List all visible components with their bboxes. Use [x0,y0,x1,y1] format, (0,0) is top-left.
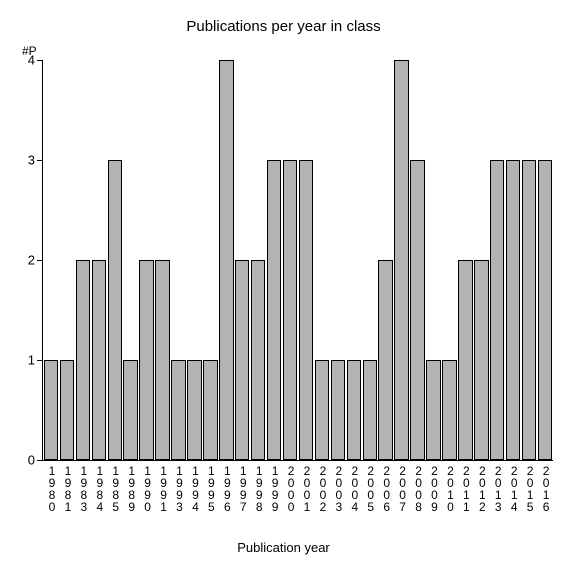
bar [299,160,313,460]
x-tick-label: 2006 [379,460,393,512]
x-tick-label: 2002 [315,460,329,512]
bar [155,260,169,460]
x-tick-label: 1994 [187,460,201,512]
publications-bar-chart: Publications per year in class #P 012341… [0,0,567,567]
bar [76,260,90,460]
bar [171,360,185,460]
y-tick [37,160,43,161]
bar [139,260,153,460]
bar [490,160,504,460]
chart-title: Publications per year in class [0,18,567,35]
x-tick-label: 2011 [458,460,472,512]
x-tick-label: 1980 [44,460,58,512]
bar [235,260,249,460]
y-tick [37,60,43,61]
bar [331,360,345,460]
bar [538,160,552,460]
x-tick-label: 2013 [490,460,504,512]
y-tick [37,260,43,261]
bar [506,160,520,460]
bar [442,360,456,460]
bar [283,160,297,460]
x-tick-label: 2003 [331,460,345,512]
x-tick-label: 2004 [347,460,361,512]
bars-group [43,60,553,460]
bar [347,360,361,460]
x-tick-label: 2008 [411,460,425,512]
x-tick-label: 2012 [474,460,488,512]
bar [219,60,233,460]
x-tick-label: 1993 [171,460,185,512]
bar [60,360,74,460]
y-tick-label: 2 [21,253,35,268]
x-tick-label: 1991 [156,460,170,512]
x-tick-label: 2014 [506,460,520,512]
bar [267,160,281,460]
x-tick-label: 1990 [140,460,154,512]
x-tick-label: 1995 [203,460,217,512]
bar [44,360,58,460]
bar [410,160,424,460]
bar [251,260,265,460]
bar [315,360,329,460]
bar [187,360,201,460]
x-tick-label: 2001 [299,460,313,512]
plot-area: 0123419801981198319841985198919901991199… [42,60,553,461]
bar [426,360,440,460]
x-tick-label: 2010 [442,460,456,512]
bar [474,260,488,460]
bar [458,260,472,460]
bar [123,360,137,460]
x-tick-label: 2000 [283,460,297,512]
x-tick-label: 2015 [522,460,536,512]
y-tick-label: 4 [21,53,35,68]
x-tick-label: 1981 [60,460,74,512]
x-tick-label: 1997 [235,460,249,512]
x-tick-label: 1983 [76,460,90,512]
x-axis-label: Publication year [0,540,567,555]
x-tick-label: 2016 [538,460,552,512]
bar [522,160,536,460]
y-tick-label: 1 [21,353,35,368]
x-tick-label: 2007 [395,460,409,512]
y-tick [37,360,43,361]
x-tick-label: 2005 [363,460,377,512]
x-tick-label: 1985 [108,460,122,512]
bar [203,360,217,460]
bar [378,260,392,460]
x-tick-label: 1999 [267,460,281,512]
x-tick-label: 1984 [92,460,106,512]
bar [108,160,122,460]
bar [394,60,408,460]
x-tick-label: 1998 [251,460,265,512]
x-tick-label: 2009 [426,460,440,512]
bar [92,260,106,460]
x-tick-label: 1996 [219,460,233,512]
bar [363,360,377,460]
x-tick-label: 1989 [124,460,138,512]
y-tick-label: 0 [21,453,35,468]
y-tick [37,460,43,461]
y-tick-label: 3 [21,153,35,168]
